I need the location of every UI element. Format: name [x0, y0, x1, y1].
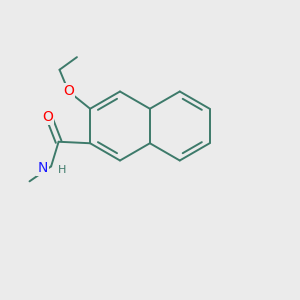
Text: H: H	[58, 165, 67, 175]
Text: O: O	[63, 84, 74, 98]
Text: N: N	[38, 161, 48, 175]
Text: O: O	[42, 110, 53, 124]
